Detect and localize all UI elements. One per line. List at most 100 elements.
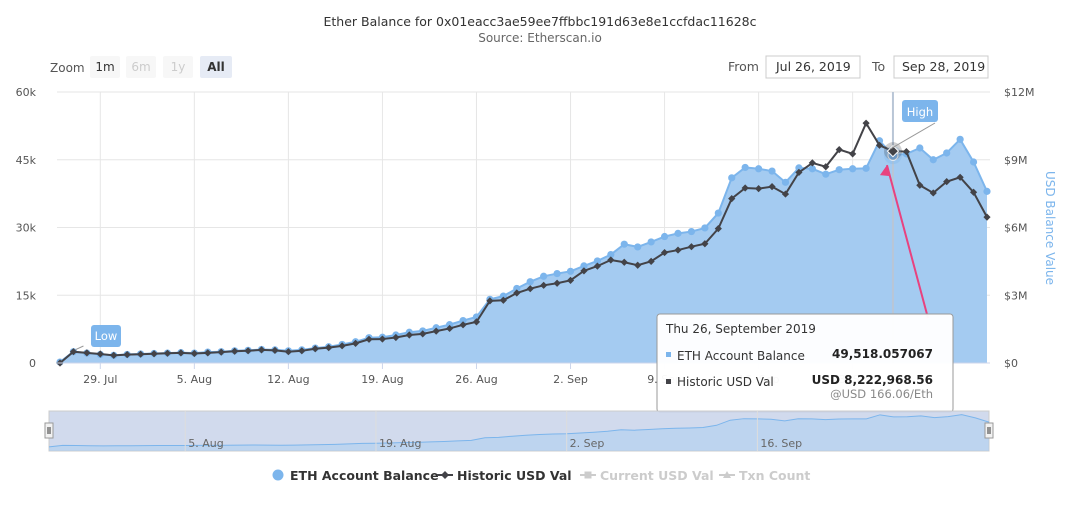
eth-point[interactable] xyxy=(566,267,575,275)
usd-point[interactable] xyxy=(150,350,158,358)
usd-point[interactable] xyxy=(486,297,494,305)
usd-point[interactable] xyxy=(217,348,225,356)
navigator-handle-right[interactable] xyxy=(984,422,994,439)
usd-point[interactable] xyxy=(83,349,91,357)
eth-point[interactable] xyxy=(969,158,978,166)
eth-point[interactable] xyxy=(607,251,615,259)
usd-point[interactable] xyxy=(137,350,145,358)
eth-point[interactable] xyxy=(540,272,548,280)
eth-point[interactable] xyxy=(983,187,991,195)
eth-point[interactable] xyxy=(647,238,655,246)
from-input[interactable]: Jul 26, 2019 xyxy=(775,59,851,74)
usd-point[interactable] xyxy=(432,327,440,335)
eth-point[interactable] xyxy=(943,149,951,157)
usd-point[interactable] xyxy=(392,333,400,342)
usd-point[interactable] xyxy=(405,331,413,339)
usd-point[interactable] xyxy=(351,339,360,347)
eth-point[interactable] xyxy=(701,224,709,232)
eth-point[interactable] xyxy=(741,163,749,172)
usd-point[interactable] xyxy=(795,168,803,176)
usd-point[interactable] xyxy=(808,159,816,167)
to-input[interactable]: Sep 28, 2019 xyxy=(902,59,985,74)
usd-point[interactable] xyxy=(499,296,507,304)
eth-point[interactable] xyxy=(459,316,467,325)
usd-point[interactable] xyxy=(929,189,937,197)
navigator[interactable]: 5. Aug 19. Aug 2. Sep 16. Sep xyxy=(44,410,994,452)
eth-point[interactable] xyxy=(513,284,521,293)
usd-point[interactable] xyxy=(365,335,373,343)
usd-point[interactable] xyxy=(472,318,481,326)
eth-point[interactable] xyxy=(822,170,830,178)
usd-point[interactable] xyxy=(325,344,333,352)
navigator-handle-left[interactable] xyxy=(44,422,54,439)
usd-point[interactable] xyxy=(607,256,615,264)
usd-point[interactable] xyxy=(741,184,749,192)
usd-point[interactable] xyxy=(835,145,843,154)
usd-point[interactable] xyxy=(768,183,776,191)
eth-area[interactable] xyxy=(60,139,987,363)
eth-point[interactable] xyxy=(835,166,843,174)
usd-point[interactable] xyxy=(593,262,601,270)
legend-item[interactable]: Txn Count xyxy=(719,468,810,483)
eth-point[interactable] xyxy=(553,269,561,278)
usd-point[interactable] xyxy=(580,267,588,275)
usd-point[interactable] xyxy=(983,213,991,221)
usd-point[interactable] xyxy=(674,246,682,254)
eth-point[interactable] xyxy=(660,232,669,241)
eth-point[interactable] xyxy=(956,135,964,143)
eth-point[interactable] xyxy=(593,257,601,265)
usd-point[interactable] xyxy=(540,281,548,289)
usd-point[interactable] xyxy=(634,261,642,269)
usd-point[interactable] xyxy=(378,335,387,343)
eth-point[interactable] xyxy=(808,165,816,173)
eth-point[interactable] xyxy=(526,278,534,286)
eth-point[interactable] xyxy=(620,240,628,248)
usd-point[interactable] xyxy=(190,349,198,358)
from-input-box[interactable] xyxy=(765,55,861,79)
usd-point[interactable] xyxy=(916,181,924,189)
usd-line[interactable] xyxy=(59,120,988,364)
usd-point[interactable] xyxy=(943,178,951,186)
usd-point[interactable] xyxy=(566,276,575,284)
eth-point[interactable] xyxy=(580,262,588,270)
usd-point[interactable] xyxy=(96,350,104,358)
usd-point[interactable] xyxy=(338,342,346,350)
eth-point[interactable] xyxy=(768,167,776,175)
usd-point[interactable] xyxy=(513,289,521,297)
usd-point[interactable] xyxy=(647,257,655,265)
usd-point[interactable] xyxy=(849,150,857,158)
usd-point[interactable] xyxy=(177,349,185,357)
usd-point[interactable] xyxy=(204,349,212,357)
eth-point[interactable] xyxy=(862,164,870,172)
usd-point[interactable] xyxy=(257,346,266,354)
usd-point[interactable] xyxy=(419,330,427,338)
eth-point[interactable] xyxy=(446,321,454,329)
eth-point[interactable] xyxy=(674,229,682,237)
eth-point[interactable] xyxy=(728,174,736,182)
usd-point[interactable] xyxy=(298,347,306,355)
usd-point[interactable] xyxy=(755,185,763,193)
legend-item[interactable]: Current USD Val xyxy=(580,468,714,483)
usd-point[interactable] xyxy=(271,346,279,354)
usd-point[interactable] xyxy=(822,163,830,171)
legend-item[interactable]: ETH Account Balance xyxy=(272,468,439,483)
eth-point[interactable] xyxy=(916,144,924,152)
eth-point[interactable] xyxy=(687,227,696,236)
usd-point[interactable] xyxy=(311,345,319,353)
historic-usd-series[interactable] xyxy=(56,119,991,367)
usd-point[interactable] xyxy=(620,258,628,266)
usd-point[interactable] xyxy=(862,119,870,127)
eth-point[interactable] xyxy=(634,243,642,251)
eth-point[interactable] xyxy=(849,165,857,173)
zoom-button-all[interactable] xyxy=(200,56,232,78)
usd-point[interactable] xyxy=(553,279,561,287)
zoom-button-6m[interactable] xyxy=(126,56,156,78)
usd-point[interactable] xyxy=(969,188,978,196)
usd-point[interactable] xyxy=(69,348,78,356)
zoom-button-1m[interactable] xyxy=(90,56,120,78)
eth-point[interactable] xyxy=(755,165,763,173)
usd-point[interactable] xyxy=(123,351,131,359)
usd-point[interactable] xyxy=(244,347,252,355)
eth-point[interactable] xyxy=(781,178,790,186)
usd-point[interactable] xyxy=(956,173,964,181)
